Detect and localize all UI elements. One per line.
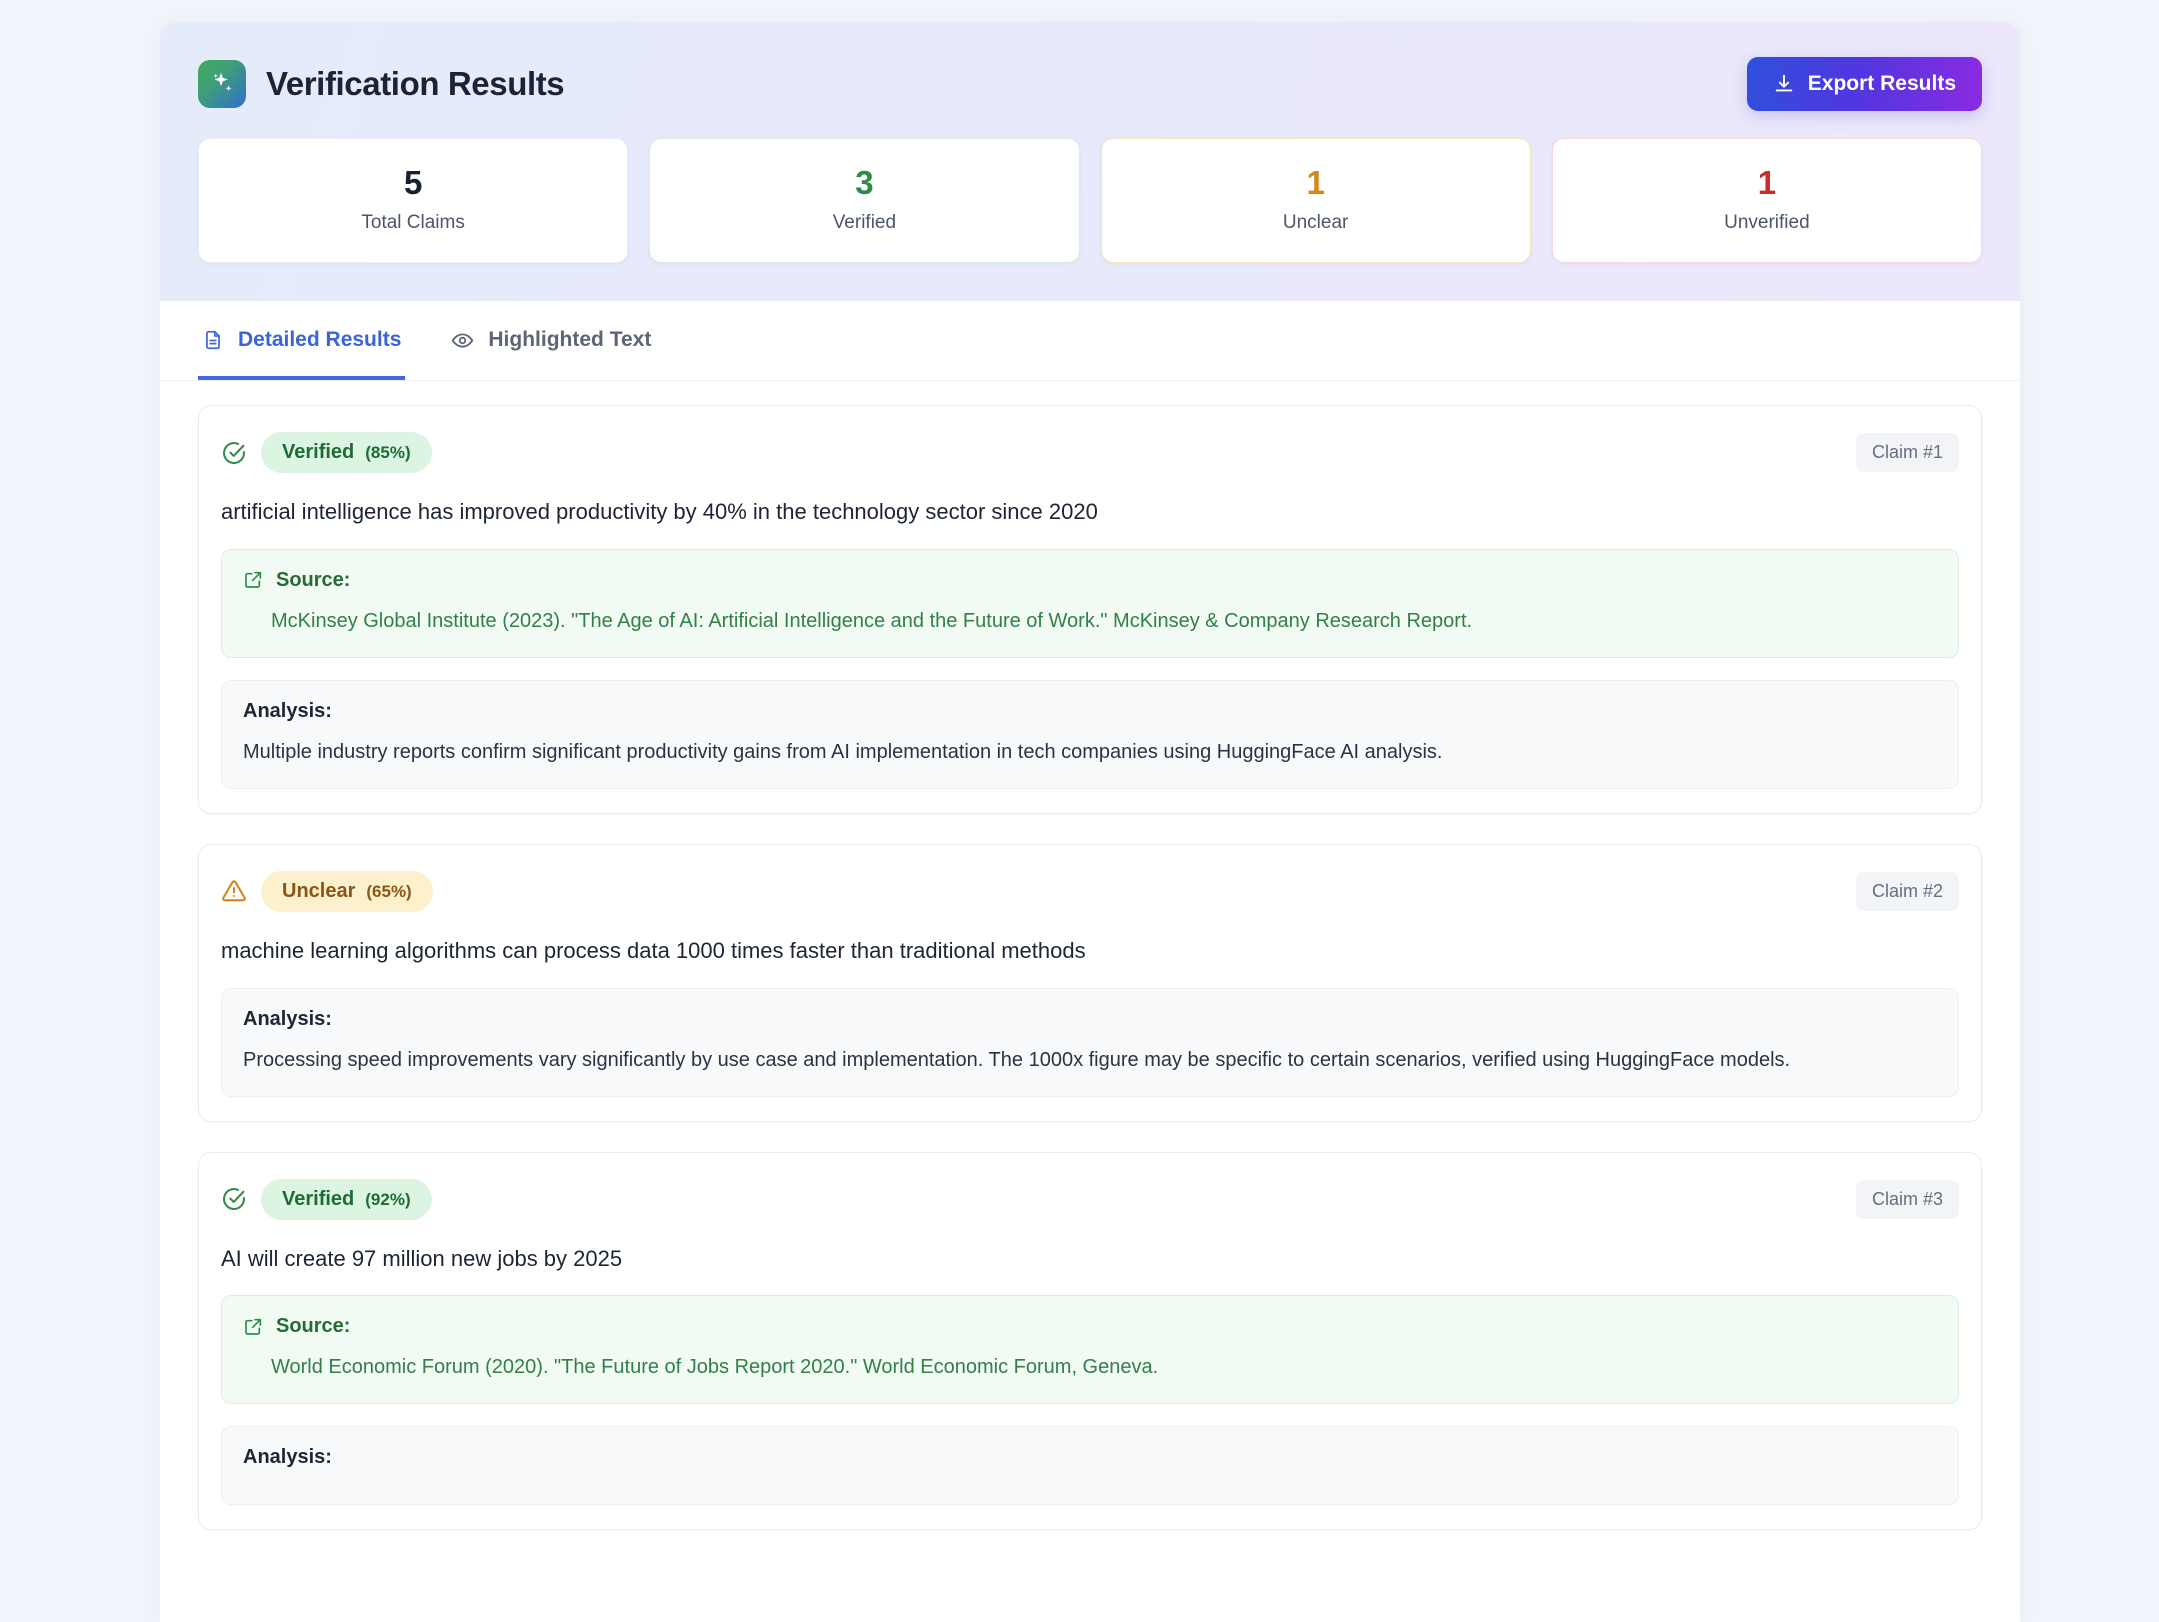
claim-text: AI will create 97 million new jobs by 20… bbox=[221, 1245, 623, 1271]
header-top-row: Verification Results Export Results bbox=[198, 56, 1982, 112]
source-citation: McKinsey Global Institute (2023). "The A… bbox=[271, 609, 1473, 632]
analysis-label: Analysis: bbox=[243, 1007, 332, 1030]
stat-label-unverified: Unverified bbox=[1724, 212, 1810, 234]
export-results-label: Export Results bbox=[1807, 72, 1956, 95]
tab-highlighted-text-label: Highlighted Text bbox=[488, 328, 652, 352]
document-icon bbox=[202, 329, 224, 351]
source-label-row: Source: bbox=[243, 569, 1937, 592]
sparkles-icon bbox=[198, 60, 246, 108]
status-badge-label: Unclear bbox=[282, 879, 356, 902]
tab-highlighted-text[interactable]: Highlighted Text bbox=[447, 301, 655, 380]
stat-card-total-claims: 5 Total Claims bbox=[198, 138, 629, 264]
stat-value-unverified: 1 bbox=[1757, 164, 1777, 201]
stat-value-total-claims: 5 bbox=[403, 164, 423, 201]
analysis-text: Processing speed improvements vary signi… bbox=[243, 1048, 1791, 1071]
analysis-label: Analysis: bbox=[243, 1446, 332, 1469]
source-box: Source: McKinsey Global Institute (2023)… bbox=[221, 548, 1959, 658]
check-circle-icon bbox=[221, 1186, 247, 1212]
brand: Verification Results bbox=[198, 60, 565, 108]
claims-list: Verified (85%) Claim #1 artificial intel… bbox=[160, 381, 2020, 1569]
status-badge: Verified (92%) bbox=[261, 1178, 432, 1220]
panel-header: Verification Results Export Results 5 To… bbox=[160, 22, 2020, 302]
eye-icon bbox=[451, 329, 474, 352]
claim-text: machine learning algorithms can process … bbox=[221, 937, 1086, 963]
stat-label-verified: Verified bbox=[832, 212, 897, 234]
tab-bar: Detailed Results Highlighted Text bbox=[160, 301, 2020, 382]
stat-value-unclear: 1 bbox=[1306, 164, 1325, 201]
claim-number-tag: Claim #3 bbox=[1855, 1179, 1959, 1219]
stat-label-total-claims: Total Claims bbox=[361, 212, 465, 234]
claim-header: Unclear (65%) Claim #2 bbox=[221, 870, 1959, 912]
claim-text: artificial intelligence has improved pro… bbox=[221, 499, 1098, 525]
tab-detailed-results-label: Detailed Results bbox=[238, 328, 402, 352]
source-label: Source: bbox=[276, 568, 351, 591]
status-badge-confidence: (92%) bbox=[365, 1189, 411, 1209]
summary-stats-row: 5 Total Claims 3 Verified 1 Unclear 1 Un… bbox=[198, 138, 1982, 264]
status-badge-label: Verified bbox=[282, 1187, 355, 1210]
claim-card: Verified (92%) Claim #3 AI will create 9… bbox=[198, 1151, 1982, 1531]
analysis-box: Analysis: bbox=[221, 1426, 1959, 1506]
stat-card-unverified: 1 Unverified bbox=[1551, 138, 1982, 264]
claim-header: Verified (92%) Claim #3 bbox=[221, 1178, 1959, 1220]
page-title: Verification Results bbox=[266, 65, 565, 102]
status-badge-confidence: (85%) bbox=[365, 443, 411, 463]
claim-number-tag: Claim #2 bbox=[1855, 871, 1959, 911]
stat-value-verified: 3 bbox=[855, 164, 874, 201]
external-link-icon bbox=[243, 1317, 263, 1337]
analysis-box: Analysis: Processing speed improvements … bbox=[221, 987, 1959, 1097]
stat-card-verified: 3 Verified bbox=[649, 138, 1080, 264]
claim-number-tag: Claim #1 bbox=[1855, 433, 1959, 473]
status-badge-confidence: (65%) bbox=[366, 881, 412, 901]
source-box: Source: World Economic Forum (2020). "Th… bbox=[221, 1295, 1959, 1405]
download-icon bbox=[1773, 73, 1795, 95]
status-badge: Verified (85%) bbox=[261, 432, 432, 474]
claim-card: Verified (85%) Claim #1 artificial intel… bbox=[198, 405, 1982, 814]
check-circle-icon bbox=[221, 440, 247, 466]
analysis-text: Multiple industry reports confirm signif… bbox=[243, 740, 1443, 763]
claim-header: Verified (85%) Claim #1 bbox=[221, 432, 1959, 474]
external-link-icon bbox=[243, 570, 263, 590]
warning-triangle-icon bbox=[221, 878, 247, 904]
stat-card-unclear: 1 Unclear bbox=[1100, 138, 1531, 264]
stat-label-unclear: Unclear bbox=[1282, 212, 1349, 234]
status-badge-label: Verified bbox=[282, 441, 355, 464]
export-results-button[interactable]: Export Results bbox=[1746, 57, 1982, 111]
analysis-label: Analysis: bbox=[243, 699, 332, 722]
source-label-row: Source: bbox=[243, 1315, 1937, 1338]
analysis-box: Analysis: Multiple industry reports conf… bbox=[221, 679, 1959, 789]
tab-detailed-results[interactable]: Detailed Results bbox=[198, 301, 406, 381]
status-badge: Unclear (65%) bbox=[261, 870, 433, 912]
verification-results-panel: Verification Results Export Results 5 To… bbox=[160, 22, 2020, 1622]
claim-card: Unclear (65%) Claim #2 machine learning … bbox=[198, 843, 1982, 1122]
source-label: Source: bbox=[276, 1315, 351, 1338]
source-citation: World Economic Forum (2020). "The Future… bbox=[271, 1356, 1159, 1379]
